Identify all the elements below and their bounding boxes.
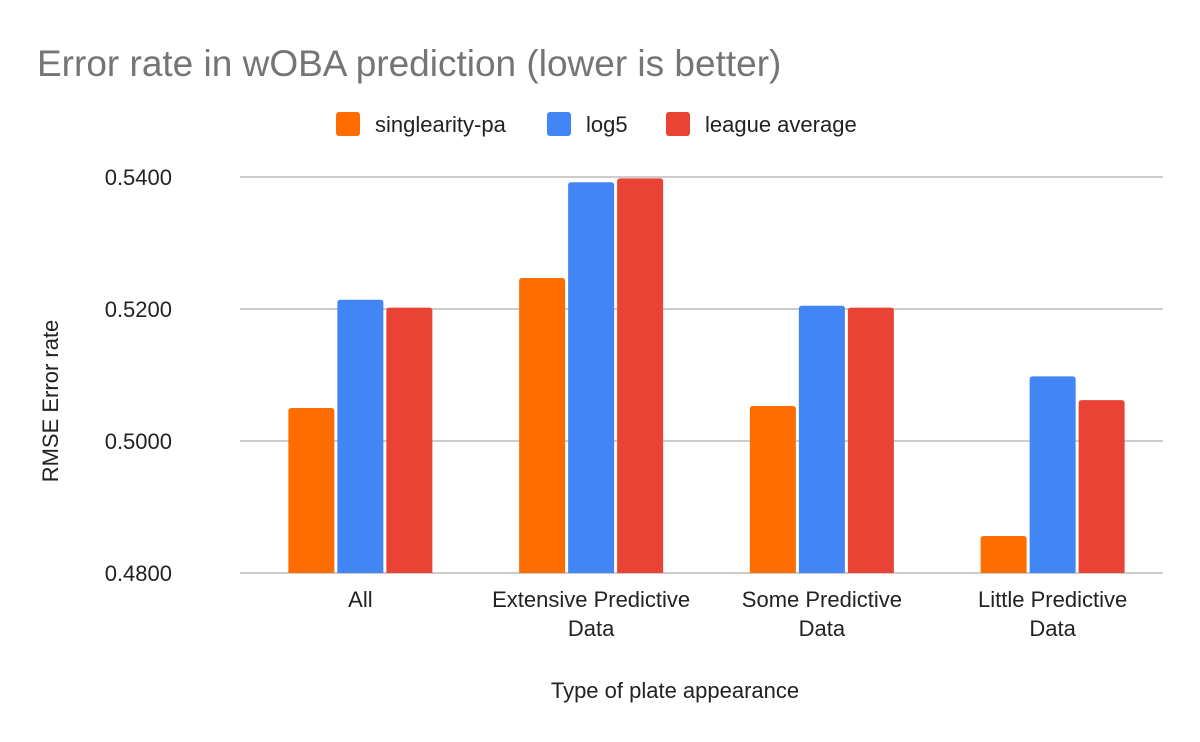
bar-singlearity-pa [288, 408, 335, 573]
bars [288, 178, 1125, 573]
x-tick-label: Little Predictive [978, 587, 1127, 612]
x-tick-label: Data [799, 616, 846, 641]
x-tick-label: Data [568, 616, 615, 641]
legend-swatch [336, 112, 360, 136]
legend-label: league average [705, 112, 857, 137]
legend-label: log5 [586, 112, 628, 137]
x-tick-label: Data [1029, 616, 1076, 641]
x-axis-categories: All Extensive Predictive Data Some Predicti… [348, 587, 1127, 641]
y-axis-title: RMSE Error rate [38, 320, 63, 483]
x-axis-title: Type of plate appearance [551, 678, 799, 703]
bar-log5 [1029, 376, 1076, 573]
y-tick-label: 0.5200 [105, 297, 172, 322]
x-tick-label: Some Predictive [742, 587, 902, 612]
y-tick-label: 0.5400 [105, 165, 172, 190]
x-tick-label: All [348, 587, 372, 612]
y-tick-label: 0.4800 [105, 561, 172, 586]
bar-league-average [386, 307, 433, 573]
legend-swatch [547, 112, 571, 136]
bar-log5 [568, 182, 615, 573]
bar-singlearity-pa [980, 536, 1027, 573]
y-tick-label: 0.5000 [105, 429, 172, 454]
legend: singlearity-pa log5 league average [336, 112, 857, 137]
bar-log5 [337, 299, 384, 573]
chart-title: Error rate in wOBA prediction (lower is … [37, 43, 781, 84]
legend-label: singlearity-pa [375, 112, 507, 137]
bar-league-average [847, 307, 894, 573]
bar-league-average [617, 178, 664, 573]
bar-log5 [798, 305, 845, 573]
legend-swatch [666, 112, 690, 136]
x-tick-label: Extensive Predictive [492, 587, 690, 612]
bar-league-average [1078, 400, 1125, 573]
y-axis-ticks: 0.4800 0.5000 0.5200 0.5400 [105, 165, 172, 586]
bar-singlearity-pa [749, 406, 796, 573]
bar-singlearity-pa [519, 277, 566, 573]
